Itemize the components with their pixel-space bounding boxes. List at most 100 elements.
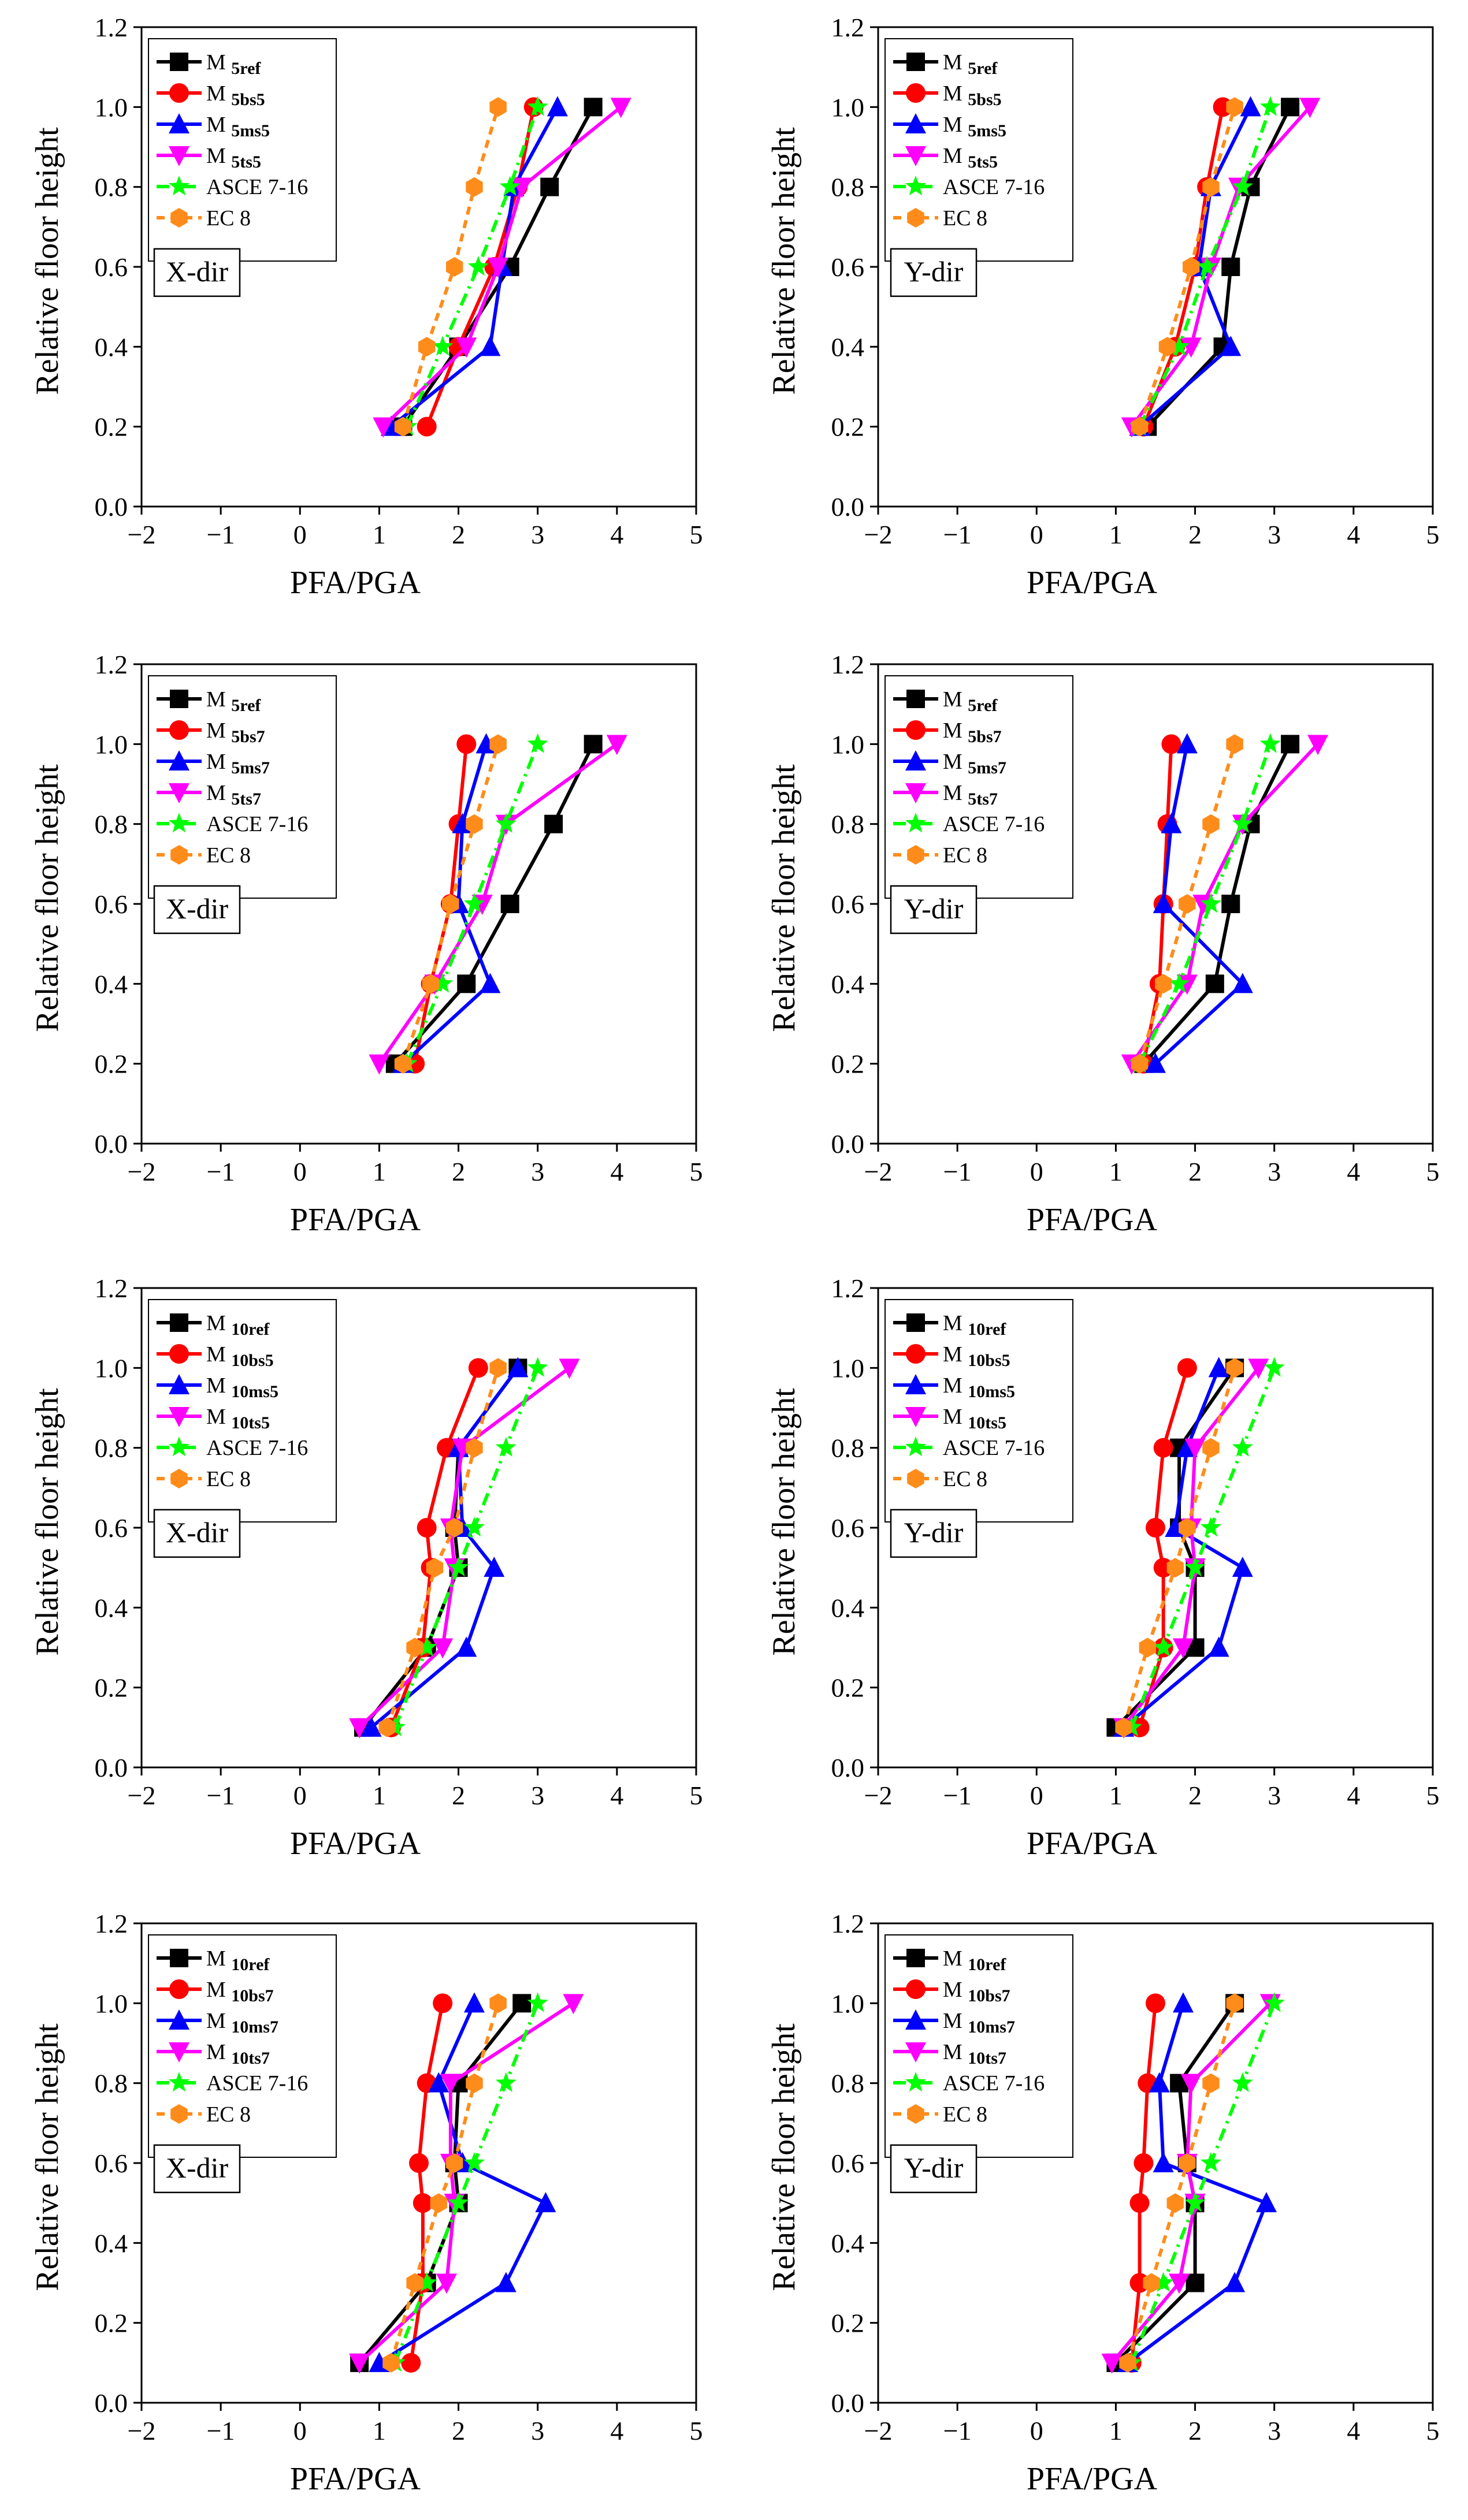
legend-label-asce: ASCE 7-16 (943, 1436, 1045, 1460)
legend-marker-ref (906, 1949, 925, 1967)
legend-label-bs: M 5bs5 (943, 81, 1002, 109)
data-point-ec (1179, 2153, 1196, 2173)
x-tick-label: −2 (128, 1781, 156, 1810)
legend-label-bs: M 10bs7 (206, 1978, 274, 2005)
x-tick-label: 2 (1188, 2416, 1202, 2445)
legend-label-ms: M 5ms7 (943, 750, 1006, 777)
data-point-asce (1184, 1557, 1206, 1577)
series-ec (394, 734, 507, 1074)
legend-marker-ref (170, 690, 188, 708)
data-point-ec (1131, 416, 1149, 437)
x-tick-label: 4 (1347, 1157, 1360, 1186)
x-tick-label: 0 (293, 2416, 307, 2445)
data-point-ec (446, 2153, 463, 2173)
x-tick-label: 3 (1268, 1781, 1281, 1810)
y-tick-label: 1.2 (95, 1274, 128, 1303)
data-point-ms (464, 1992, 485, 2013)
legend-label-bs: M 5bs7 (943, 719, 1002, 746)
x-tick-label: −1 (207, 1157, 235, 1186)
x-tick-label: 1 (1109, 2416, 1123, 2445)
data-point-ref (544, 814, 563, 833)
data-point-ec (489, 1358, 507, 1378)
data-point-bs (1161, 734, 1181, 754)
series-line-ms (1127, 2002, 1268, 2365)
legend-label-ec: EC 8 (206, 1467, 251, 1491)
direction-label-box (890, 885, 978, 935)
legend-marker-ec (170, 1469, 188, 1488)
data-point-ec (1183, 257, 1200, 277)
data-point-asce (1200, 1517, 1222, 1537)
data-point-ec (1202, 2073, 1220, 2093)
data-point-ref (512, 1994, 532, 2013)
y-tick-label: 0.4 (831, 1593, 865, 1622)
legend-label-ref: M 5ref (206, 687, 261, 715)
legend-marker-ec (907, 2104, 924, 2124)
data-point-bs (468, 1358, 488, 1378)
data-point-ec (446, 257, 463, 277)
data-point-ts (1307, 735, 1329, 755)
legend-marker-ms (905, 750, 926, 770)
legend-marker-asce (905, 2072, 927, 2092)
series-asce (1129, 96, 1281, 435)
series-ms (361, 1357, 529, 1737)
series-line-ref (1114, 1367, 1236, 1729)
data-point-bs (456, 734, 477, 754)
data-point-ec (1202, 177, 1220, 197)
y-tick-label: 0.0 (831, 1753, 865, 1782)
data-point-ec (1158, 337, 1176, 357)
legend-marker-bs (169, 83, 189, 103)
data-point-bs (1146, 1518, 1165, 1538)
series-line-asce (393, 1367, 540, 1728)
data-point-asce (527, 733, 548, 753)
x-tick-label: 1 (373, 1781, 386, 1810)
legend-label-ec: EC 8 (943, 843, 987, 868)
x-axis-label: PFA/PGA (290, 1202, 421, 1238)
y-axis-label: Relative floor height (29, 1388, 65, 1656)
data-point-ref (457, 974, 476, 993)
legend-label-asce: ASCE 7-16 (943, 812, 1045, 836)
data-point-asce (432, 973, 454, 993)
data-point-ec (426, 1558, 444, 1578)
data-point-asce (463, 893, 485, 913)
y-tick-label: 0.8 (831, 173, 865, 202)
data-point-ms (1161, 813, 1182, 833)
y-tick-label: 0.6 (95, 889, 128, 919)
data-point-ms (484, 1557, 505, 1577)
series-ts (373, 98, 631, 438)
legend-label-ms: M 10ms5 (206, 1373, 278, 1401)
series-ec (1131, 734, 1243, 1074)
series-ec (394, 97, 507, 437)
direction-label-box (890, 248, 978, 297)
legend-marker-ref (170, 1313, 188, 1332)
y-tick-label: 0.8 (95, 810, 128, 839)
x-tick-label: −1 (207, 2416, 235, 2445)
y-tick-label: 0.6 (95, 1513, 128, 1543)
data-point-ec (446, 1518, 463, 1538)
x-tick-label: 4 (1347, 2416, 1360, 2445)
legend-marker-bs (906, 720, 926, 740)
x-tick-label: 3 (531, 1781, 544, 1810)
data-point-asce (1153, 1636, 1174, 1657)
data-point-ec (1226, 1993, 1243, 2013)
data-point-asce (495, 813, 516, 833)
legend-marker-asce (168, 813, 190, 833)
data-point-ts (1173, 1638, 1194, 1659)
y-tick-label: 0.4 (95, 969, 128, 999)
legend-label-ts: M 5ts7 (206, 781, 261, 809)
legend-marker-ts (905, 783, 926, 803)
data-point-ref (500, 895, 519, 913)
y-tick-label: 1.0 (95, 1989, 128, 2018)
x-tick-label: 0 (1030, 1781, 1043, 1810)
y-tick-label: 1.0 (831, 1353, 865, 1383)
legend-marker-ref (906, 1313, 925, 1332)
x-tick-label: 3 (1268, 1157, 1281, 1186)
legend-marker-ms (169, 2009, 189, 2030)
data-point-asce (448, 2192, 469, 2212)
direction-label-box (890, 1509, 978, 1558)
y-tick-label: 0.8 (95, 173, 128, 202)
series-line-ts (1110, 2002, 1272, 2364)
legend-marker-ts (169, 783, 189, 803)
x-axis-label: PFA/PGA (290, 565, 421, 601)
y-tick-label: 0.2 (95, 1673, 128, 1703)
data-point-ts (369, 1054, 390, 1075)
